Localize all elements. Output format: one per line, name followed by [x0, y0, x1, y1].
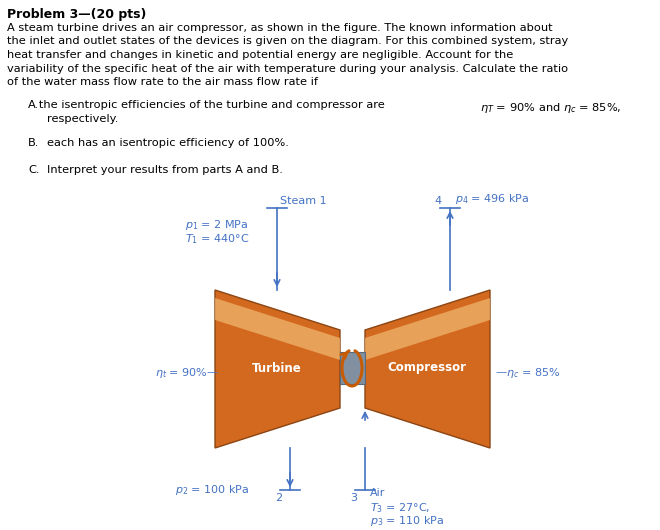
Text: B.: B. [28, 138, 40, 148]
Text: $p_2$ = 100 kPa: $p_2$ = 100 kPa [175, 483, 249, 497]
Text: heat transfer and changes in kinetic and potential energy are negligible. Accoun: heat transfer and changes in kinetic and… [7, 50, 513, 60]
Polygon shape [215, 298, 340, 360]
Text: $T_1$ = 440°C: $T_1$ = 440°C [185, 232, 249, 246]
Text: Interpret your results from parts A and B.: Interpret your results from parts A and … [47, 165, 283, 175]
Text: A steam turbine drives an air compressor, as shown in the figure. The known info: A steam turbine drives an air compressor… [7, 23, 552, 33]
Text: C.: C. [28, 165, 40, 175]
Text: —$\eta_c$ = 85%: —$\eta_c$ = 85% [495, 366, 560, 380]
Text: 3: 3 [350, 493, 357, 503]
Text: the inlet and outlet states of the devices is given on the diagram. For this com: the inlet and outlet states of the devic… [7, 37, 568, 47]
Text: Problem 3—(20 pts): Problem 3—(20 pts) [7, 8, 147, 21]
Text: variability of the specific heat of the air with temperature during your analysi: variability of the specific heat of the … [7, 64, 568, 74]
Text: $\eta_T$ = 90% and $\eta_c$ = 85%,: $\eta_T$ = 90% and $\eta_c$ = 85%, [480, 101, 622, 115]
Text: Steam 1: Steam 1 [280, 196, 327, 206]
Text: A.: A. [28, 100, 39, 110]
Text: Turbine: Turbine [252, 361, 302, 375]
Polygon shape [365, 290, 490, 448]
Text: $p_4$ = 496 kPa: $p_4$ = 496 kPa [455, 192, 529, 206]
FancyBboxPatch shape [340, 352, 365, 384]
Polygon shape [365, 298, 490, 360]
Text: 4: 4 [435, 196, 442, 206]
Text: $p_3$ = 110 kPa: $p_3$ = 110 kPa [370, 514, 444, 528]
Text: Compressor: Compressor [387, 361, 467, 375]
Text: Air: Air [370, 488, 385, 498]
Text: $\eta_t$ = 90%—: $\eta_t$ = 90%— [155, 366, 219, 380]
Text: 2: 2 [275, 493, 282, 503]
Polygon shape [215, 290, 340, 448]
Text: respectively.: respectively. [47, 113, 118, 123]
Text: of the water mass flow rate to the air mass flow rate if: of the water mass flow rate to the air m… [7, 77, 318, 87]
Text: $p_1$ = 2 MPa: $p_1$ = 2 MPa [185, 218, 248, 232]
Text: each has an isentropic efficiency of 100%.: each has an isentropic efficiency of 100… [47, 138, 289, 148]
Text: $T_3$ = 27°C,: $T_3$ = 27°C, [370, 501, 430, 515]
Text: the isentropic efficiencies of the turbine and compressor are: the isentropic efficiencies of the turbi… [28, 100, 388, 110]
